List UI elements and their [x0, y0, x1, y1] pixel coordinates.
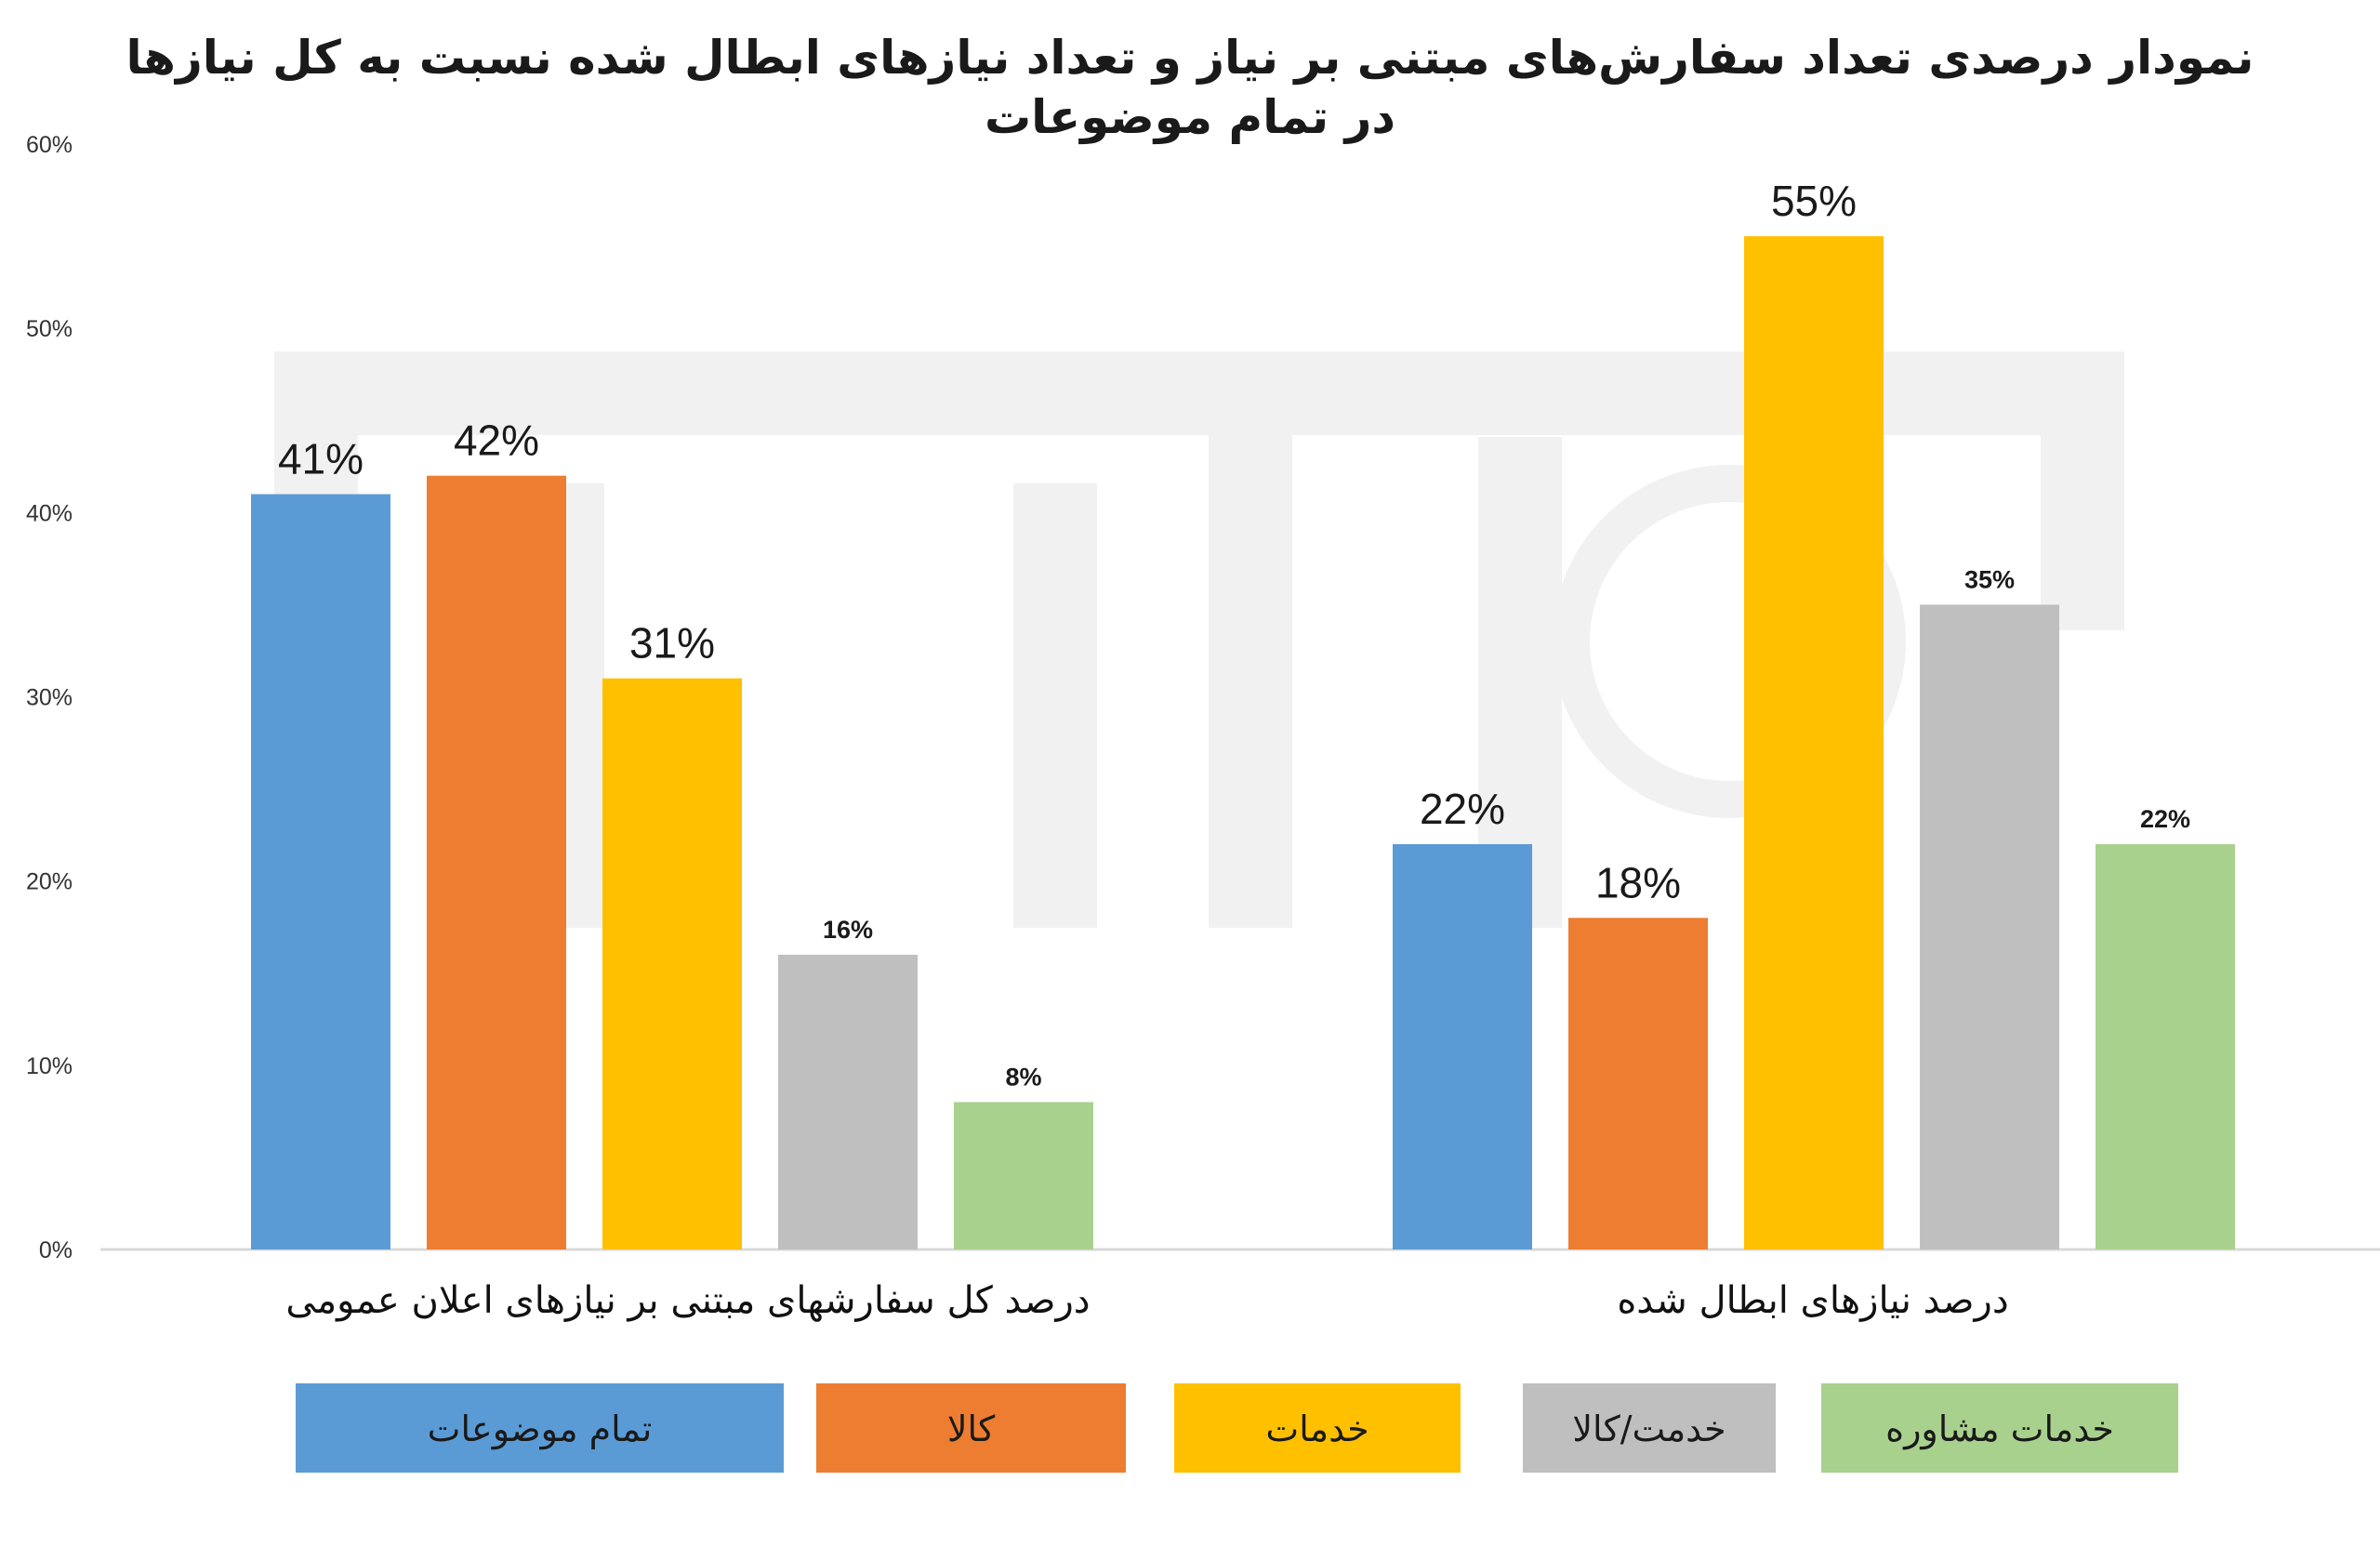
- bar-4-2: [1920, 604, 2059, 1250]
- bar-1-1: [251, 494, 390, 1250]
- data-label: 42%: [454, 416, 539, 465]
- legend-swatch: [1174, 1383, 1461, 1473]
- data-label: 16%: [823, 916, 873, 944]
- data-label: 41%: [278, 435, 364, 483]
- legend-swatch: [1821, 1383, 2178, 1473]
- legend-label: کالا: [947, 1408, 996, 1449]
- y-tick-label: 10%: [26, 1053, 73, 1079]
- bar-2-1: [427, 475, 566, 1250]
- bar-5-2: [2096, 844, 2235, 1250]
- legend-label: تمام موضوعات: [428, 1408, 653, 1450]
- y-tick-label: 40%: [26, 500, 73, 526]
- y-tick-label: 0%: [39, 1237, 73, 1263]
- bar-1-2: [1393, 844, 1532, 1250]
- data-label: 31%: [629, 619, 715, 668]
- bar-5-1: [954, 1102, 1093, 1250]
- bar-2-2: [1568, 918, 1708, 1250]
- y-tick-label: 30%: [26, 685, 73, 711]
- data-label: 18%: [1595, 858, 1681, 906]
- legend-swatch: [1523, 1383, 1776, 1473]
- y-tick-label: 50%: [26, 316, 73, 342]
- chart-title: نمودار درصدی تعداد سفارش‌های مبتنی بر نی…: [126, 31, 2254, 144]
- bar-3-2: [1744, 236, 1884, 1250]
- y-tick-label: 20%: [26, 869, 73, 895]
- legend-swatch: [296, 1383, 784, 1473]
- category-label: درصد نیازهای ابطال شده: [1617, 1279, 2008, 1322]
- y-tick-label: 60%: [26, 132, 73, 158]
- data-label: 55%: [1771, 177, 1857, 225]
- bar-4-1: [778, 954, 918, 1250]
- category-label: درصد کل سفارشهای مبتنی بر نیازهای اعلان …: [285, 1279, 1090, 1322]
- legend-swatch: [816, 1383, 1126, 1473]
- legend-label: خدمات مشاوره: [1885, 1408, 2114, 1450]
- data-label: 8%: [1005, 1063, 1041, 1091]
- legend-label: خدمات: [1265, 1408, 1368, 1449]
- data-label: 22%: [2140, 805, 2190, 833]
- bar-3-1: [602, 678, 742, 1250]
- data-label: 35%: [1964, 565, 2015, 593]
- legend-label: خدمت/کالا: [1572, 1408, 1726, 1449]
- data-label: 22%: [1420, 785, 1505, 833]
